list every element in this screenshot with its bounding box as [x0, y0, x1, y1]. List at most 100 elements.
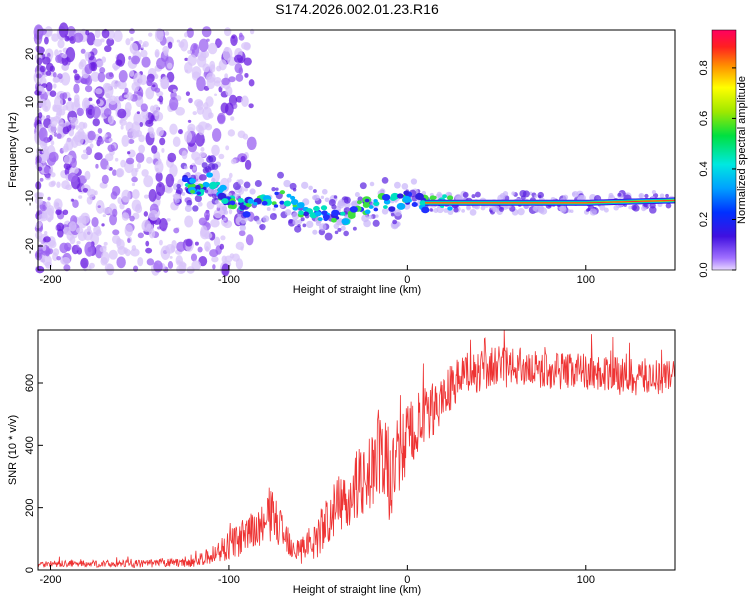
noise-blob: [54, 49, 59, 57]
noise-blob: [230, 116, 235, 121]
noise-blob: [92, 118, 100, 127]
noise-blob: [194, 156, 205, 166]
halo-blob: [312, 229, 318, 235]
noise-blob: [85, 146, 93, 156]
signal-blob: [273, 204, 279, 208]
noise-blob: [128, 139, 135, 145]
noise-blob: [218, 86, 223, 93]
y-tick-label: 400: [24, 436, 36, 454]
halo-blob: [351, 200, 358, 207]
noise-blob: [150, 115, 155, 122]
noise-blob: [209, 64, 216, 73]
halo-blob: [352, 226, 357, 231]
halo-blob: [608, 192, 614, 198]
halo-blob: [539, 207, 548, 215]
noise-blob: [141, 219, 152, 232]
halo-blob: [453, 207, 459, 213]
noise-blob: [210, 218, 220, 228]
signal-blob: [389, 195, 397, 201]
noise-blob: [117, 108, 127, 119]
noise-blob: [228, 76, 236, 83]
noise-blob: [241, 95, 249, 107]
halo-blob: [300, 217, 305, 222]
noise-blob: [146, 156, 153, 164]
noise-blob: [161, 147, 165, 153]
noise-blob: [105, 132, 112, 140]
noise-blob: [185, 238, 193, 247]
halo-blob: [183, 165, 188, 170]
noise-blob: [63, 162, 70, 170]
noise-blob: [78, 121, 86, 130]
noise-blob: [83, 99, 90, 109]
noise-blob: [45, 70, 52, 76]
noise-blob: [69, 166, 79, 175]
noise-blob: [143, 211, 149, 217]
y-tick-label: 20: [24, 48, 36, 60]
noise-blob: [225, 145, 230, 151]
noise-blob: [41, 211, 48, 219]
noise-blob: [38, 98, 47, 108]
noise-blob: [127, 238, 131, 243]
noise-blob: [209, 249, 219, 258]
noise-blob: [80, 153, 89, 160]
noise-blob: [190, 253, 198, 262]
halo-blob: [333, 195, 338, 199]
noise-blob: [203, 102, 209, 110]
noise-blob: [227, 129, 236, 137]
noise-blob: [125, 157, 135, 165]
noise-blob: [156, 57, 166, 70]
noise-blob: [108, 137, 113, 142]
noise-blob: [193, 44, 198, 50]
noise-blob: [156, 126, 164, 137]
noise-blob: [38, 249, 44, 255]
halo-blob: [511, 191, 516, 196]
noise-blob: [223, 27, 232, 37]
noise-blob: [139, 121, 144, 128]
noise-blob: [53, 132, 58, 137]
noise-blob: [106, 37, 115, 47]
noise-blob: [106, 164, 110, 170]
noise-blob: [93, 38, 103, 47]
noise-blob: [85, 30, 90, 36]
noise-blob: [245, 234, 254, 246]
noise-blob: [119, 202, 125, 210]
noise-blob: [74, 244, 80, 251]
noise-blob: [63, 242, 72, 252]
noise-blob: [154, 49, 160, 58]
noise-blob: [38, 198, 43, 205]
halo-blob: [474, 191, 481, 198]
colorbar-tick-label: 0.4: [698, 161, 710, 176]
halo-blob: [222, 217, 227, 222]
noise-blob: [158, 95, 164, 103]
halo-blob: [259, 223, 266, 231]
noise-blob: [217, 112, 226, 125]
noise-blob: [136, 111, 141, 115]
colorbar-tick-label: 0.0: [698, 262, 710, 277]
noise-blob: [68, 221, 77, 232]
signal-blob: [388, 206, 396, 212]
halo-blob: [340, 225, 346, 231]
noise-blob: [55, 54, 62, 64]
halo-blob: [176, 183, 181, 189]
noise-blob: [238, 34, 245, 41]
noise-blob: [127, 128, 138, 140]
noise-blob: [105, 93, 110, 99]
noise-blob: [127, 151, 131, 155]
colorbar: 0.0 0.2 0.4 0.6 0.8 Normalized spectral ampl…: [698, 29, 748, 278]
colorbar-tick-label: 0.6: [698, 111, 710, 126]
signal-blob: [373, 198, 378, 203]
signal-blob: [314, 211, 322, 217]
halo-blob: [202, 167, 210, 174]
signal-blob: [368, 205, 374, 209]
noise-blob: [35, 231, 43, 240]
noise-blob: [166, 218, 171, 222]
noise-blob: [61, 256, 71, 265]
halo-blob: [471, 194, 476, 199]
noise-blob: [194, 241, 199, 246]
halo-blob: [343, 230, 349, 237]
halo-blob: [638, 192, 645, 199]
signal-blob: [286, 193, 292, 198]
noise-blob: [238, 230, 246, 237]
noise-blob: [78, 219, 87, 229]
x-tick-label: 0: [404, 274, 410, 286]
